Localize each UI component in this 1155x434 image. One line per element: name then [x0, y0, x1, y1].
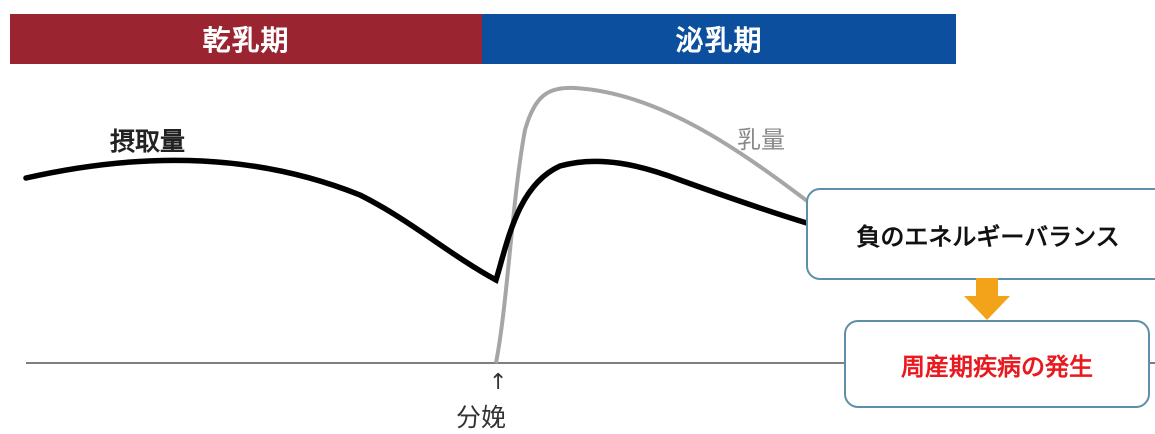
disease-onset-label: 周産期疾病の発生	[901, 352, 1093, 381]
milk-yield-label: 乳量	[737, 126, 785, 154]
intake-curve	[23, 157, 813, 285]
disease-onset-callout: 周産期疾病の発生	[844, 320, 1150, 408]
down-arrow-icon	[964, 278, 1010, 320]
lactation-period-bar: 泌乳期	[482, 14, 956, 64]
negative-energy-balance-label: 負のエネルギーバランス	[856, 222, 1120, 251]
lactation-period-label: 泌乳期	[675, 24, 763, 57]
dry-period-bar: 乾乳期	[10, 14, 482, 64]
dry-period-label: 乾乳期	[202, 24, 290, 57]
intake-label: 摂取量	[110, 127, 186, 156]
milk-yield-curve	[494, 85, 817, 364]
negative-energy-balance-callout: 負のエネルギーバランス	[806, 188, 1155, 280]
calving-label: 分娩	[456, 403, 507, 432]
calving-arrow-icon: ↑	[489, 370, 508, 395]
